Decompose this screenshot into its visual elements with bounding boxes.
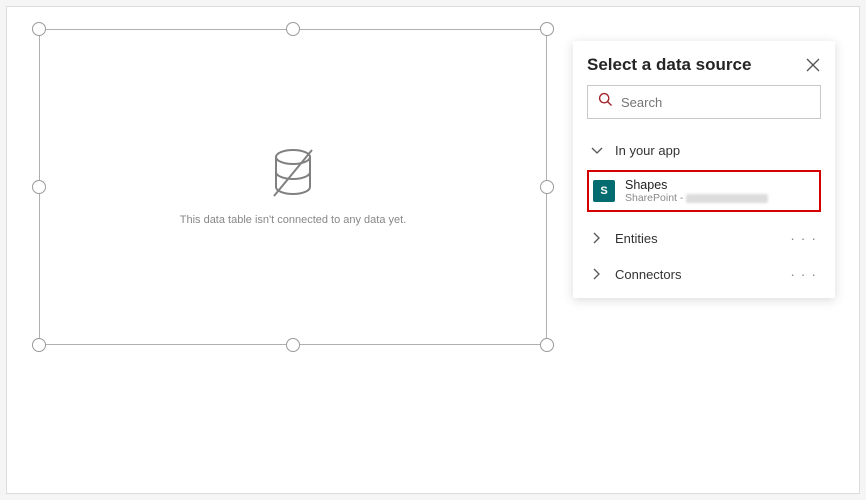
datasource-text: Shapes SharePoint - xyxy=(625,178,768,204)
selected-data-table[interactable]: This data table isn't connected to any d… xyxy=(39,29,547,345)
app-frame: This data table isn't connected to any d… xyxy=(6,6,860,494)
data-source-panel: Select a data source In your app xyxy=(573,41,835,298)
chevron-right-icon xyxy=(591,232,603,244)
search-icon xyxy=(598,92,613,112)
datasource-name: Shapes xyxy=(625,178,768,192)
section-in-your-app-label: In your app xyxy=(615,143,680,158)
close-icon xyxy=(806,58,820,72)
chevron-right-icon xyxy=(591,268,603,280)
chevron-down-icon xyxy=(591,147,603,155)
section-entities[interactable]: Entities · · · xyxy=(587,220,821,256)
panel-header: Select a data source xyxy=(587,55,821,75)
datasource-provider: SharePoint - xyxy=(625,192,768,204)
redacted-account xyxy=(686,194,768,203)
search-input[interactable] xyxy=(621,95,810,110)
datasource-shapes[interactable]: S Shapes SharePoint - xyxy=(587,170,821,212)
close-panel-button[interactable] xyxy=(805,57,821,73)
section-in-your-app[interactable]: In your app xyxy=(587,133,821,168)
data-table-placeholder: This data table isn't connected to any d… xyxy=(39,29,547,345)
panel-title: Select a data source xyxy=(587,55,751,75)
section-connectors-label: Connectors xyxy=(615,267,681,282)
sharepoint-icon: S xyxy=(593,180,615,202)
placeholder-message: This data table isn't connected to any d… xyxy=(180,214,407,226)
section-entities-label: Entities xyxy=(615,231,658,246)
section-connectors[interactable]: Connectors · · · xyxy=(587,256,821,292)
entities-more-button[interactable]: · · · xyxy=(790,230,817,246)
search-box[interactable] xyxy=(587,85,821,119)
database-disconnected-icon xyxy=(270,148,316,200)
connectors-more-button[interactable]: · · · xyxy=(790,266,817,282)
